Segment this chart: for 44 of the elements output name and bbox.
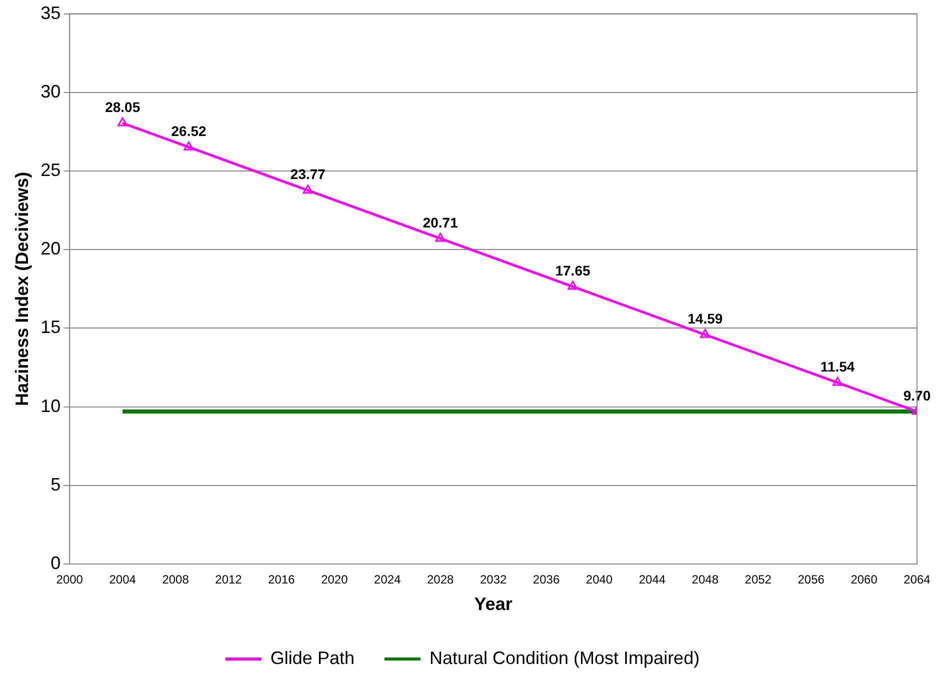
x-tick-label: 2028 [427,572,454,587]
y-tick-label: 15 [40,317,61,338]
x-tick-label: 2040 [586,572,613,587]
x-tick-label: 2048 [692,572,719,587]
x-axis-title: Year [474,594,512,614]
x-tick-label: 2008 [162,572,190,587]
x-tick-label: 2024 [374,572,402,587]
data-label: 11.54 [820,358,855,374]
point [700,328,710,338]
data-label: 14.59 [688,310,723,327]
x-tick-label: 2000 [56,572,84,587]
x-tick-label: 2020 [321,572,348,587]
point [184,141,194,150]
point [302,184,314,194]
data-label: 20.71 [422,214,458,230]
x-tick-label: 2036 [532,572,560,587]
y-axis-title: Haziness Index (Deciviews) [12,172,32,406]
data-label: 26.52 [171,122,207,139]
y-tick-label: 10 [40,396,61,416]
data-label: 17.65 [555,262,590,278]
point [832,376,843,386]
x-tick-label: 2056 [798,572,825,587]
x-tick-label: 2004 [109,572,136,587]
point [435,232,446,242]
x-tick-label: 2052 [744,572,772,587]
x-tick-label: 2012 [215,572,242,587]
x-tick-label: 2064 [904,572,931,587]
x-tick-label: 2060 [850,572,878,587]
y-tick-label: 35 [40,2,61,23]
data-label: 9.70 [903,387,931,404]
y-tick-label: 0 [50,552,61,573]
legend-label: Glide Path [270,648,354,668]
data-label: 23.77 [290,166,326,182]
point [118,117,128,126]
x-tick-label: 2032 [480,572,507,587]
point [568,280,578,290]
legend-label: Natural Condition (Most Impaired) [429,648,700,668]
data-label: 28.05 [105,98,140,115]
x-tick-label: 2044 [638,572,666,587]
y-tick-label: 30 [40,81,61,102]
y-tick-label: 5 [50,474,61,494]
y-tick-label: 20 [40,238,61,259]
y-tick-label: 25 [40,160,61,180]
x-tick-label: 2016 [268,572,296,587]
